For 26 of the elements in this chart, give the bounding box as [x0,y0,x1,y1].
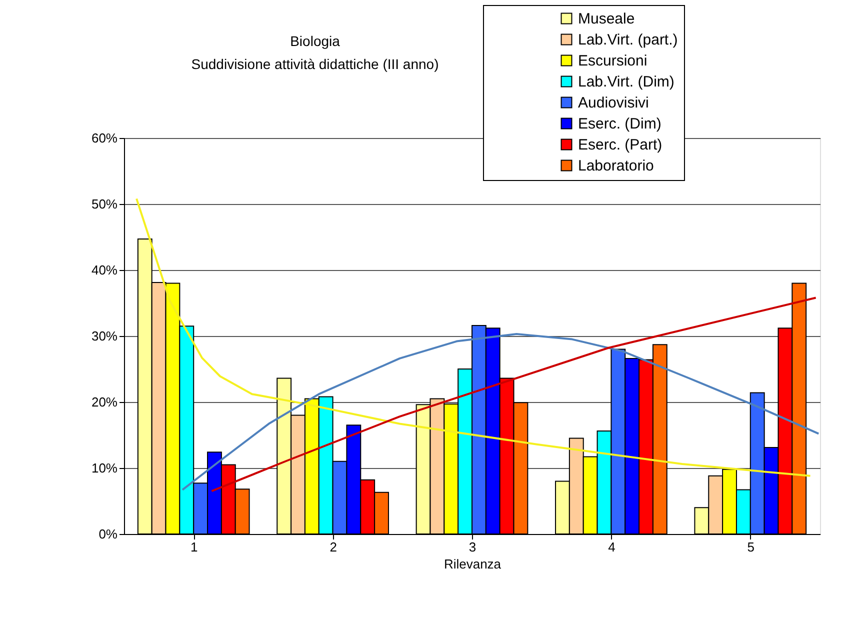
line-series [136,198,812,477]
legend-label: Escursioni [578,52,648,70]
legend-label: Eserc. (Part) [578,136,662,154]
line-series [210,296,817,492]
legend-label: Museale [578,10,635,28]
legend-label: Laboratorio [578,158,654,174]
x-tick-label: 2 [330,540,337,554]
legend-label: Audiovisivi [578,94,649,112]
line-series [181,333,820,491]
y-tick-label: 40% [91,262,118,278]
y-tick-label: 10% [91,460,118,476]
legend-label: Lab.Virt. (part.) [578,32,678,48]
x-axis-title: Rilevanza [444,556,502,572]
x-tick-label: 1 [190,540,198,554]
legend-label: Eserc. (Dim) [578,116,662,132]
chart-subtitle: Suddivisione attività didattiche (III anno) [191,56,439,72]
x-tick-label: 5 [747,540,755,554]
y-tick-label: 20% [91,394,118,410]
x-tick-label: 4 [608,540,616,554]
chart-title: Biologia [290,33,340,49]
y-tick-label: 50% [91,196,118,212]
y-tick-label: 60% [91,130,118,146]
y-tick-label: 0% [98,526,118,542]
legend-label: Lab.Virt. (Dim) [578,74,674,90]
x-tick-label: 3 [468,540,476,554]
y-tick-label: 30% [91,328,118,344]
